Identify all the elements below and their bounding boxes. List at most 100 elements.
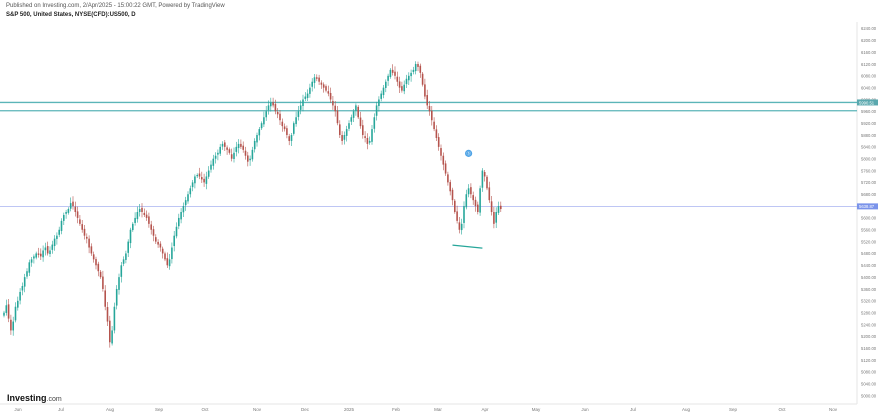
candle-body	[26, 271, 28, 277]
candle-body	[378, 99, 380, 107]
y-tick-label: 5160.00	[861, 346, 877, 351]
candle-body	[28, 262, 31, 273]
candle-body	[104, 290, 106, 307]
candle-body	[129, 229, 132, 244]
candle-body	[433, 121, 435, 130]
candle-body	[263, 117, 265, 125]
candle-body	[272, 102, 274, 106]
candle-body	[3, 312, 5, 316]
candle-body	[92, 254, 95, 260]
candle-body	[81, 224, 83, 230]
candle-body	[306, 93, 309, 99]
x-tick-label: Aug	[682, 407, 691, 412]
candle-body	[258, 129, 261, 136]
y-tick-label: 5440.00	[861, 263, 877, 268]
candle-body	[217, 152, 219, 155]
candle-body	[79, 219, 81, 224]
candle-body	[408, 75, 410, 81]
y-tick-label: 6120.00	[861, 62, 877, 67]
y-tick-label: 5720.00	[861, 180, 877, 185]
candle-body	[40, 253, 42, 257]
candle-body	[76, 211, 79, 218]
candle-body	[442, 155, 445, 165]
candle-body	[67, 209, 70, 213]
candle-body	[477, 204, 479, 212]
candle-body	[375, 105, 378, 116]
candle-body	[332, 100, 334, 106]
candle-body	[219, 146, 221, 154]
candle-body	[51, 244, 54, 250]
candle-body	[237, 143, 240, 149]
candle-body	[10, 319, 12, 331]
annotations: Ⓢ	[452, 149, 483, 249]
candle-body	[276, 111, 279, 115]
y-tick-label: 5760.00	[861, 168, 877, 173]
candle-body	[295, 117, 297, 125]
candle-body	[424, 84, 426, 97]
candle-body	[313, 77, 316, 83]
candle-body	[44, 247, 47, 251]
candle-body	[345, 129, 348, 136]
x-tick-label: Aug	[106, 407, 115, 412]
candle-body	[5, 305, 8, 313]
event-marker[interactable]	[465, 149, 473, 157]
candle-body	[437, 137, 440, 147]
candle-body	[302, 99, 304, 107]
support-trendline	[452, 244, 483, 249]
candle-body	[97, 263, 100, 272]
candle-body	[311, 81, 313, 87]
level-price-label-bg	[857, 99, 878, 106]
candle-body	[132, 223, 134, 231]
candle-body	[359, 117, 362, 127]
candle-body	[318, 77, 320, 82]
y-tick-label: 5120.00	[861, 358, 877, 363]
candle-body	[500, 205, 502, 210]
x-tick-label: Nov	[253, 407, 262, 412]
candle-body	[470, 187, 472, 195]
candle-body	[60, 220, 63, 231]
candle-body	[486, 176, 488, 189]
candle-body	[398, 81, 401, 88]
candle-body	[120, 265, 123, 277]
candle-body	[145, 214, 148, 218]
candle-body	[394, 71, 396, 76]
candle-body	[414, 63, 417, 72]
y-tick-label: 6240.00	[861, 26, 877, 31]
candle-body	[316, 77, 318, 79]
candle-body	[166, 258, 169, 266]
candle-body	[136, 212, 139, 220]
candle-body	[265, 111, 267, 118]
candle-body	[7, 304, 10, 319]
candle-body	[56, 235, 58, 239]
logo-suffix: .com	[46, 396, 62, 403]
candle-body	[221, 143, 224, 147]
symbol-title: S&P 500, United States, NYSE(CFD):US500,…	[6, 12, 136, 18]
y-tick-label: 5600.00	[861, 216, 877, 221]
candle-body	[161, 248, 164, 254]
candle-body	[426, 95, 428, 106]
published-note: Published on Investing.com, 2/Apr/2025 -…	[6, 3, 225, 9]
y-tick-label: 5240.00	[861, 322, 877, 327]
x-tick-label: Feb	[392, 407, 400, 412]
candle-body	[191, 182, 194, 188]
candle-body	[401, 86, 403, 91]
candle-body	[362, 125, 364, 136]
candle-body	[290, 135, 293, 141]
y-tick-label: 5040.00	[861, 382, 877, 387]
candle-body	[297, 111, 300, 117]
candle-body	[180, 212, 182, 220]
candle-body	[357, 106, 359, 118]
x-tick-label: 2025	[344, 407, 355, 412]
x-tick-label: Jul	[630, 407, 636, 412]
candle-body	[288, 136, 290, 141]
x-tick-label: Oct	[201, 407, 209, 412]
candle-body	[497, 206, 500, 213]
candle-body	[350, 117, 353, 122]
candle-body	[46, 246, 49, 254]
candle-body	[49, 250, 51, 255]
candle-body	[118, 277, 120, 290]
candle-body	[164, 253, 166, 260]
candle-body	[293, 123, 295, 134]
candle-body	[175, 226, 178, 237]
